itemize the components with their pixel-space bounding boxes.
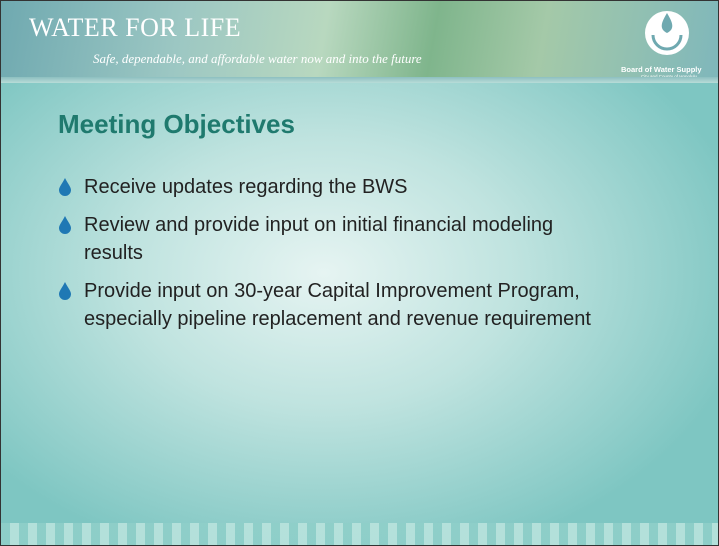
- footer-pattern: [1, 523, 718, 545]
- slide: WATER FOR LIFE Safe, dependable, and aff…: [0, 0, 719, 546]
- bullet-drop: [58, 178, 72, 196]
- bullet-item: Provide input on 30-year Capital Improve…: [58, 277, 598, 333]
- header-tagline: Safe, dependable, and affordable water n…: [93, 51, 422, 67]
- bullet-text: Provide input on 30-year Capital Improve…: [84, 280, 591, 330]
- bullet-drop: [58, 216, 72, 234]
- header-banner: WATER FOR LIFE Safe, dependable, and aff…: [1, 1, 718, 83]
- bullet-item: Receive updates regarding the BWS: [58, 173, 598, 201]
- logo-name: Board of Water Supply: [621, 65, 702, 74]
- bullet-text: Review and provide input on initial fina…: [84, 214, 553, 264]
- logo-subtitle: City and County of Honolulu: [641, 74, 697, 79]
- bullet-item: Review and provide input on initial fina…: [58, 211, 598, 267]
- header-title: WATER FOR LIFE: [29, 13, 241, 43]
- logo-icon: [615, 1, 718, 63]
- bullet-drop: [58, 282, 72, 300]
- bullet-list: Receive updates regarding the BWS Review …: [58, 173, 598, 343]
- bullet-text: Receive updates regarding the BWS: [84, 176, 408, 198]
- logo: Board of Water Supply City and County of…: [615, 1, 718, 83]
- slide-title: Meeting Objectives: [58, 109, 295, 140]
